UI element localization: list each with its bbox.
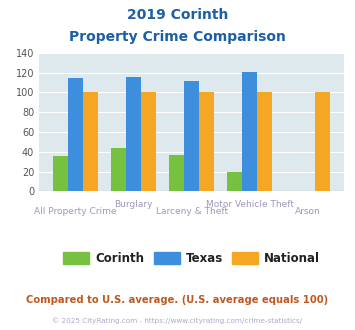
Bar (141, 92, 156, 191)
Bar (68, 78, 83, 191)
Bar (83, 92, 98, 191)
Text: Burglary: Burglary (114, 200, 153, 209)
Text: Arson: Arson (295, 207, 321, 216)
Text: Larceny & Theft: Larceny & Theft (155, 207, 228, 216)
Text: Motor Vehicle Theft: Motor Vehicle Theft (206, 200, 294, 209)
Bar (169, 155, 184, 191)
Bar (227, 172, 242, 191)
Bar (184, 81, 199, 191)
Text: Compared to U.S. average. (U.S. average equals 100): Compared to U.S. average. (U.S. average … (26, 295, 329, 305)
Bar (126, 77, 141, 191)
Bar (53, 156, 68, 191)
Bar (111, 148, 126, 191)
Text: All Property Crime: All Property Crime (34, 207, 117, 216)
Bar (257, 92, 272, 191)
Bar (242, 72, 257, 191)
Bar (199, 92, 214, 191)
Bar (315, 92, 331, 191)
Text: 2019 Corinth: 2019 Corinth (127, 8, 228, 22)
Text: Property Crime Comparison: Property Crime Comparison (69, 30, 286, 44)
Legend: Corinth, Texas, National: Corinth, Texas, National (59, 247, 325, 270)
Text: © 2025 CityRating.com - https://www.cityrating.com/crime-statistics/: © 2025 CityRating.com - https://www.city… (53, 317, 302, 324)
